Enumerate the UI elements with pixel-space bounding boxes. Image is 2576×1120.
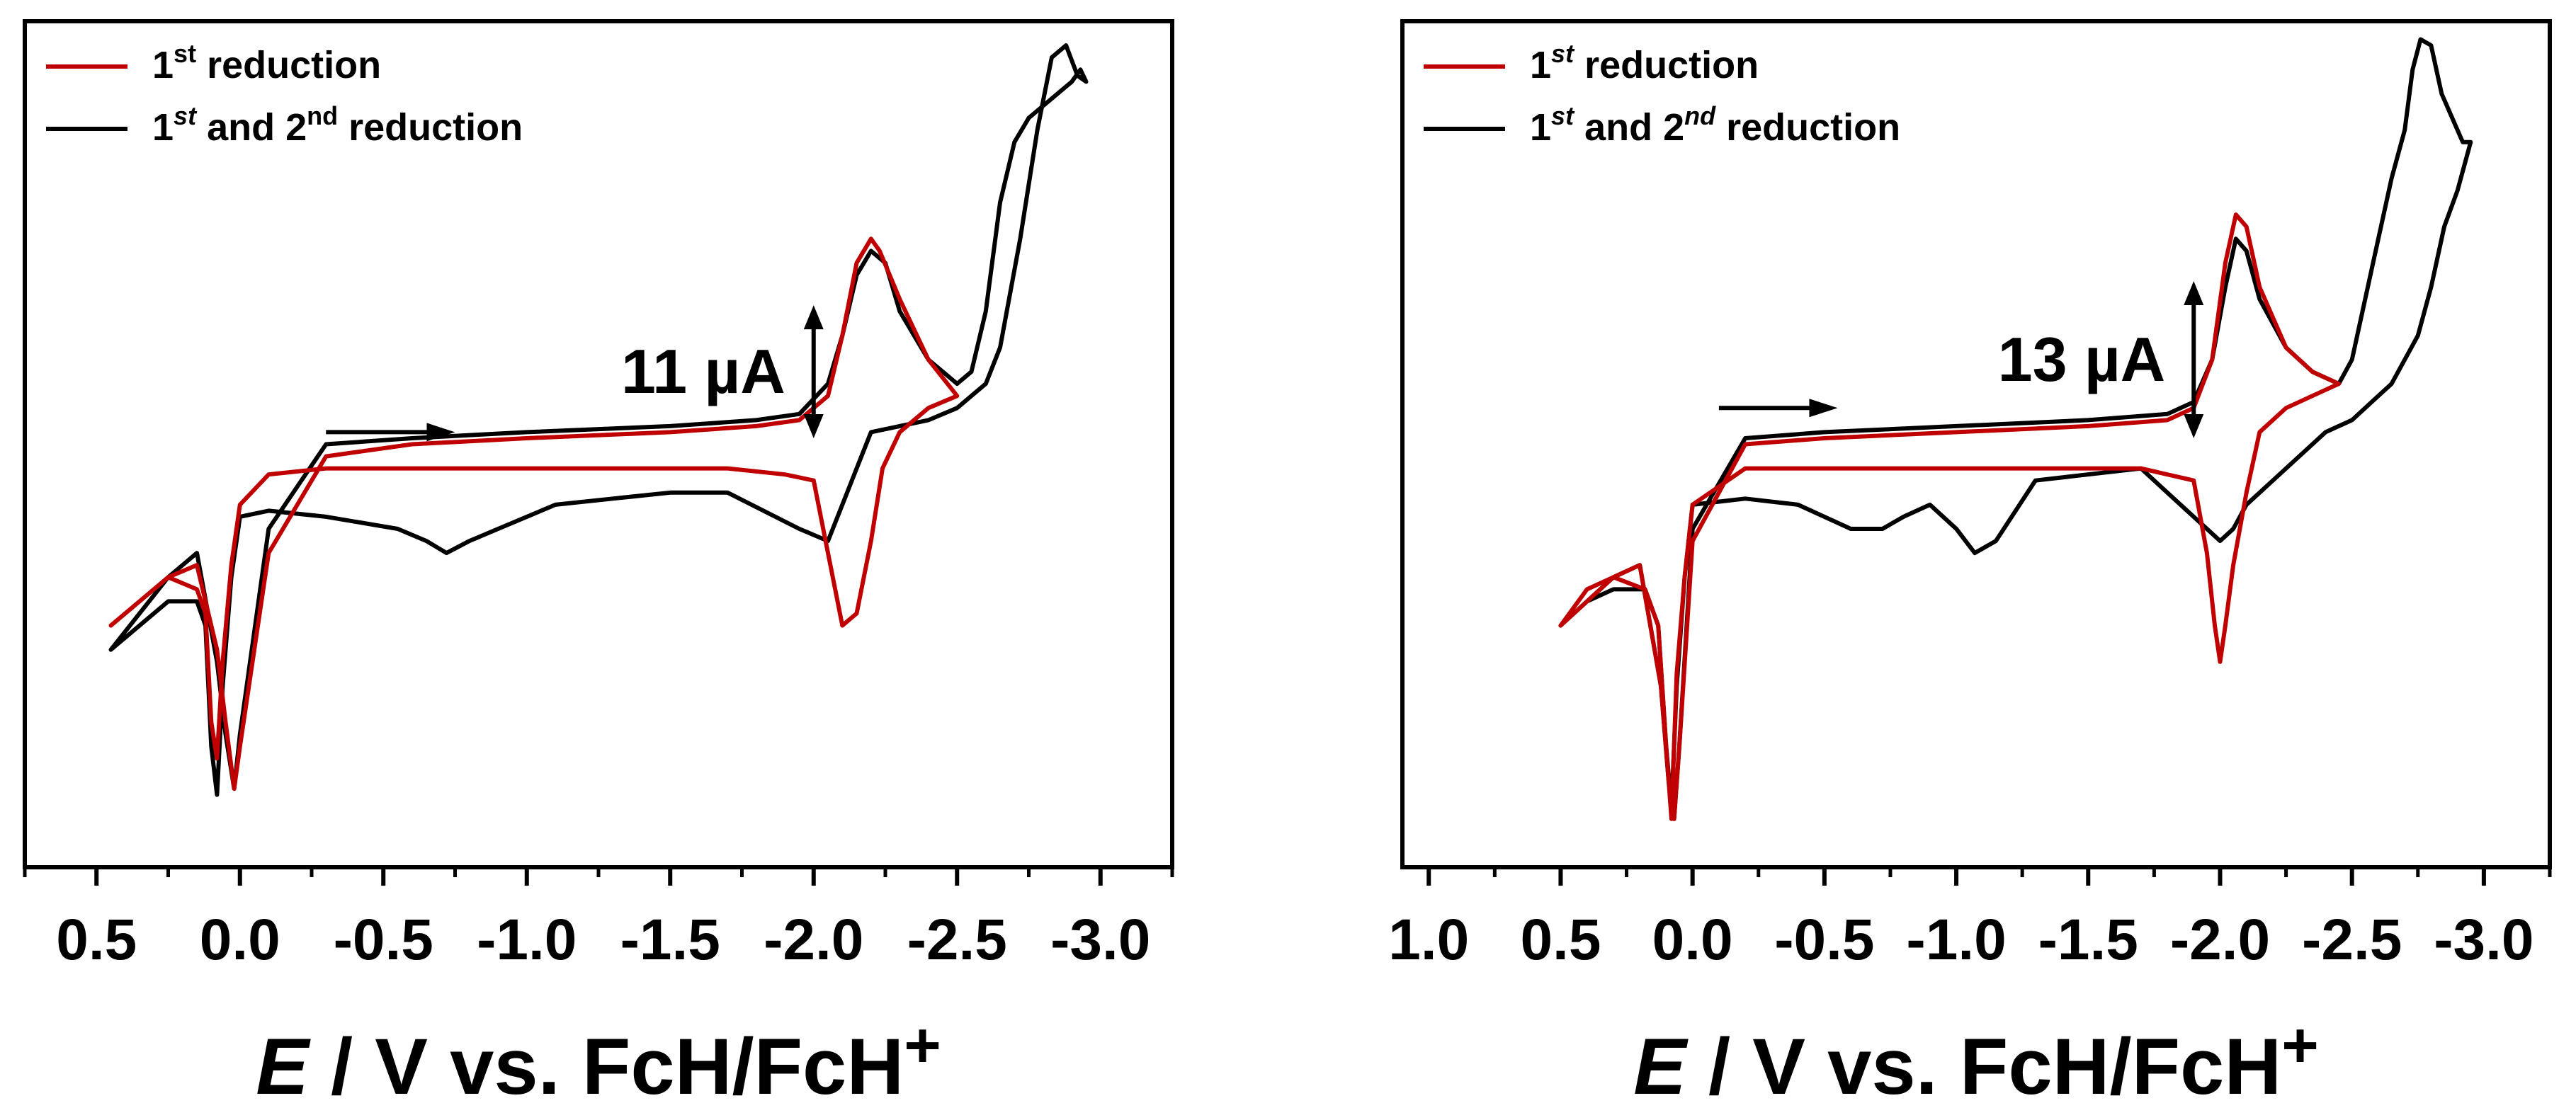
legend-label-part: 1: [1530, 106, 1551, 149]
x-tick-label: -2.5: [2302, 908, 2402, 972]
x-tick-label: 0.5: [56, 908, 137, 972]
x-axis-label-superscript: +: [2281, 1010, 2319, 1081]
x-tick-label: -1.0: [477, 908, 577, 972]
x-axis-label-text: / V vs. FcH/FcH: [309, 1022, 904, 1111]
legend-label: 1st and 2nd reduction: [1530, 101, 1900, 149]
legend-label-part: reduction: [338, 106, 523, 149]
x-tick-label: -1.0: [1906, 908, 2006, 972]
legend-label-superscript: nd: [307, 101, 338, 130]
legend-label-superscript: st: [1551, 101, 1575, 130]
legend-label-superscript: nd: [1684, 101, 1716, 130]
scale-bar-label: 11 µA: [621, 336, 785, 406]
legend-label: 1st reduction: [1530, 39, 1759, 86]
x-axis-label-text: / V vs. FcH/FcH: [1686, 1022, 2281, 1111]
x-tick-label: -3.0: [1050, 908, 1150, 972]
legend-label-superscript: st: [174, 101, 198, 130]
legend-label: 1st and 2nd reduction: [152, 101, 523, 149]
plot-frame: [1400, 19, 2552, 869]
series-line-red: [108, 236, 960, 791]
legend-label-part: and 2: [196, 106, 307, 149]
x-tick-label: -3.0: [2434, 908, 2534, 972]
scale-arrowhead-down: [803, 413, 824, 438]
scale-arrowhead-down: [2184, 413, 2204, 438]
legend-label-part: reduction: [196, 44, 381, 86]
series-line-black: [1558, 37, 2473, 821]
legend-label: 1st reduction: [152, 39, 381, 86]
x-tick-label: -0.5: [334, 908, 433, 972]
x-tick-label: 0.0: [200, 908, 280, 972]
x-tick-label: 1.0: [1388, 908, 1469, 972]
scale-arrowhead-up: [2184, 281, 2204, 306]
x-axis-label: E / V vs. FcH/FcH+: [1633, 1010, 2319, 1111]
legend-label-part: 1: [152, 44, 174, 86]
legend-label-part: and 2: [1574, 106, 1684, 149]
series-line-red: [1558, 212, 2342, 821]
x-axis-label: E / V vs. FcH/FcH+: [256, 1010, 941, 1111]
legend-label-superscript: st: [1551, 39, 1575, 68]
x-tick-label: -1.5: [620, 908, 720, 972]
scale-bar-label: 13 µA: [1998, 324, 2166, 394]
x-tick-label: 0.0: [1652, 908, 1733, 972]
x-tick-label: -1.5: [2038, 908, 2138, 972]
right-chart: 1.0 0.5 0.0 -0.5 -1.0 -1.5 -2.0 -2.5 -3.0 E / V v…: [1388, 19, 2552, 1111]
legend-label-part: reduction: [1574, 44, 1759, 86]
scale-arrowhead-up: [803, 305, 824, 330]
scan-direction-arrowhead: [426, 423, 455, 442]
legend-label-part: reduction: [1715, 106, 1900, 149]
x-tick-label: -0.5: [1774, 908, 1874, 972]
x-axis-label-symbol: E: [256, 1022, 311, 1111]
legend-label-part: 1: [152, 106, 174, 149]
series-line-black: [108, 43, 1089, 797]
x-axis-label-superscript: +: [904, 1010, 941, 1081]
x-tick-label: -2.0: [2170, 908, 2270, 972]
left-chart: 0.5 0.0 -0.5 -1.0 -1.5 -2.0 -2.5 -3.0 E / V vs. …: [23, 19, 1174, 1111]
legend-label-part: 1: [1530, 44, 1551, 86]
x-tick-label: -2.5: [907, 908, 1007, 972]
x-tick-label: -2.0: [764, 908, 863, 972]
x-axis-label-symbol: E: [1633, 1022, 1689, 1111]
x-tick-label: 0.5: [1520, 908, 1601, 972]
legend-label-superscript: st: [174, 39, 196, 68]
scan-direction-arrowhead: [1809, 399, 1838, 418]
